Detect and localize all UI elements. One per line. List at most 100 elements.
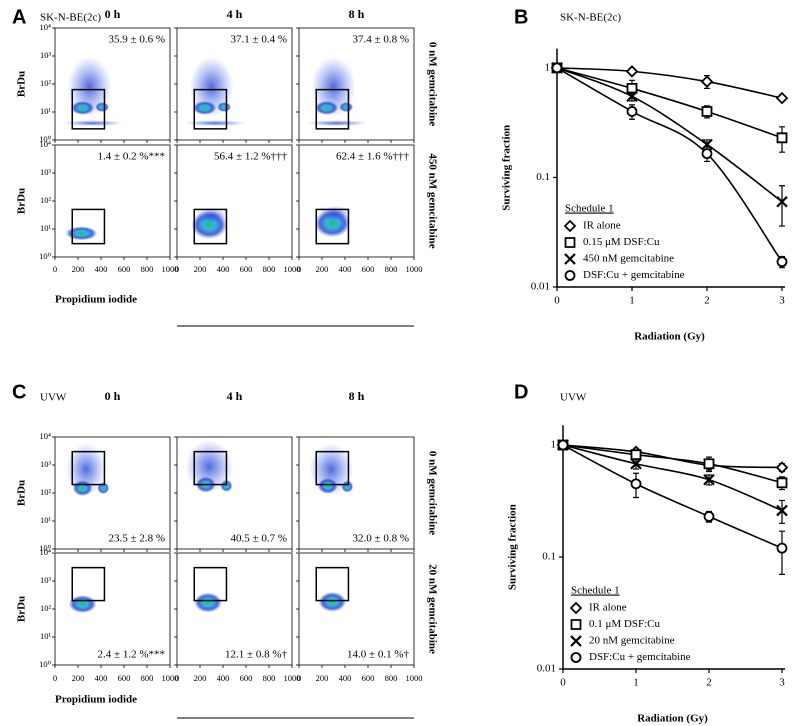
y-tick-label: 0.1	[536, 171, 550, 183]
x-tick-label: 200	[72, 673, 85, 683]
cell-line: SK-N-BE(2c)	[560, 12, 621, 24]
percentage: 37.1 ± 0.4 %	[231, 34, 287, 46]
legend-label: IR alone	[583, 220, 621, 232]
legend-label: 450 nM gemcitabine	[583, 253, 674, 265]
column-header: 4 h	[227, 7, 243, 21]
y-tick-label: 1	[551, 439, 557, 451]
marker	[775, 91, 789, 105]
marker	[626, 82, 638, 94]
marker	[703, 473, 715, 486]
percentage: 1.4 ± 0.2 %***	[98, 151, 165, 163]
cell-line: UVW	[560, 392, 587, 404]
x-tick-label: 800	[141, 264, 154, 274]
gate	[193, 208, 228, 245]
legend-marker	[564, 237, 576, 248]
y-tick-label: 10²	[40, 487, 52, 497]
percentage: 2.4 ± 1.2 %***	[98, 649, 165, 661]
legend-label: DSF:Cu + gemcitabine	[589, 651, 691, 663]
y-tick-label: 10⁰	[39, 659, 52, 669]
y-tick-label: 10¹	[40, 106, 52, 116]
cell-cloud	[341, 480, 354, 493]
gate	[71, 450, 106, 486]
legend-title: Schedule 1	[571, 585, 620, 597]
x-tick-label: 1000	[284, 264, 301, 274]
column-header: 4 h	[227, 389, 243, 403]
fit-line	[556, 67, 783, 99]
x-tick-label: 1000	[406, 673, 423, 683]
fit-line	[562, 444, 783, 484]
percentage: 56.4 ± 1.2 %†††	[214, 151, 287, 163]
y-tick-label: 10¹	[40, 631, 52, 641]
y-tick-label: 10²	[40, 195, 52, 205]
y-tick-label: 10¹	[40, 223, 52, 233]
marker	[551, 62, 563, 74]
cell-cloud	[314, 100, 339, 115]
x-tick-label: 600	[240, 673, 253, 683]
percentage: 40.5 ± 0.7 %	[231, 533, 287, 545]
marker	[703, 458, 715, 470]
gate	[71, 566, 106, 602]
x-tick-label: 0	[53, 264, 57, 274]
y-axis-label: Surviving fraction	[501, 125, 513, 211]
cell-cloud	[65, 226, 98, 241]
x-tick-label: 600	[240, 264, 253, 274]
marker	[626, 90, 638, 103]
cell-cloud	[70, 100, 95, 115]
row-label: 0 nM gemcitabine	[426, 451, 438, 535]
marker	[700, 75, 714, 88]
y-tick-label: 0.1	[542, 551, 556, 563]
fit-line	[556, 67, 783, 139]
percentage: 35.9 ± 0.6 %	[109, 34, 165, 46]
panel-label: B	[514, 6, 528, 28]
x-tick-label: 3	[779, 295, 785, 307]
x-tick-label: 800	[385, 264, 398, 274]
marker	[701, 106, 713, 117]
gate	[193, 450, 228, 486]
x-tick-label: 0	[560, 677, 566, 689]
legend-label: IR alone	[589, 602, 627, 614]
cell-cloud	[68, 595, 97, 614]
x-tick-label: 200	[72, 264, 85, 274]
marker	[776, 132, 788, 144]
gate	[315, 566, 350, 602]
column-header: 8 h	[349, 7, 365, 21]
y-tick-label: 10⁰	[39, 251, 52, 261]
marker	[776, 195, 788, 208]
row-label: 450 nM gemcitabine	[426, 153, 438, 248]
x-tick-label: 0	[297, 264, 301, 274]
y-tick-label: 10²	[40, 603, 52, 613]
marker	[557, 439, 569, 451]
fit-line	[562, 444, 783, 549]
y-axis-label: Surviving fraction	[507, 504, 519, 590]
cell-cloud	[339, 102, 354, 113]
cell-cloud	[195, 207, 228, 224]
x-tick-label: 600	[362, 673, 375, 683]
cell-cloud	[184, 120, 245, 127]
percentage: 62.4 ± 1.6 %†††	[336, 151, 409, 163]
x-tick-label: 0	[53, 673, 57, 683]
marker	[630, 478, 642, 490]
x-tick-label: 200	[316, 264, 329, 274]
row-label: 0 nM gemcitabine	[426, 42, 438, 126]
column-header: 0 h	[105, 389, 121, 403]
x-tick-label: 0	[175, 673, 179, 683]
fit-line	[562, 444, 783, 469]
percentage: 32.0 ± 0.8 %	[353, 533, 409, 545]
x-tick-label: 400	[95, 264, 108, 274]
cell-cloud	[217, 102, 232, 113]
gate	[193, 566, 228, 602]
y-tick-label: 10²	[40, 78, 52, 88]
x-tick-label: 400	[217, 264, 230, 274]
x-tick-label: 400	[217, 673, 230, 683]
y-tick-label: 10³	[40, 50, 52, 60]
y-tick-label: 10⁰	[39, 543, 52, 553]
x-axis-label: Radiation (Gy)	[634, 331, 705, 343]
cell-line: UVW	[40, 392, 67, 404]
column-header: 0 h	[105, 7, 121, 21]
x-tick-label: 1000	[162, 673, 179, 683]
legend-label: 20 nM gemcitabine	[589, 635, 675, 647]
y-axis-label: BrDu	[16, 188, 28, 214]
x-tick-label: 0	[297, 673, 301, 683]
gate	[193, 88, 228, 130]
